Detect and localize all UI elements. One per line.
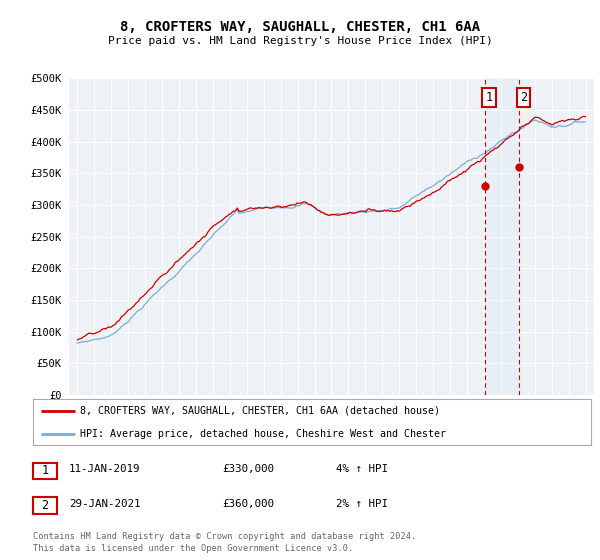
- Text: HPI: Average price, detached house, Cheshire West and Chester: HPI: Average price, detached house, Ches…: [80, 429, 446, 438]
- Text: 8, CROFTERS WAY, SAUGHALL, CHESTER, CH1 6AA (detached house): 8, CROFTERS WAY, SAUGHALL, CHESTER, CH1 …: [80, 406, 440, 416]
- Text: 4% ↑ HPI: 4% ↑ HPI: [336, 464, 388, 474]
- Text: 2: 2: [520, 91, 527, 104]
- Text: 2% ↑ HPI: 2% ↑ HPI: [336, 499, 388, 509]
- Text: 1: 1: [41, 464, 49, 478]
- Text: 11-JAN-2019: 11-JAN-2019: [69, 464, 140, 474]
- Text: Contains HM Land Registry data © Crown copyright and database right 2024.
This d: Contains HM Land Registry data © Crown c…: [33, 533, 416, 553]
- Text: Price paid vs. HM Land Registry's House Price Index (HPI): Price paid vs. HM Land Registry's House …: [107, 36, 493, 46]
- Text: 8, CROFTERS WAY, SAUGHALL, CHESTER, CH1 6AA: 8, CROFTERS WAY, SAUGHALL, CHESTER, CH1 …: [120, 20, 480, 34]
- Text: 2: 2: [41, 499, 49, 512]
- Text: 1: 1: [485, 91, 493, 104]
- Text: £360,000: £360,000: [222, 499, 274, 509]
- Text: 29-JAN-2021: 29-JAN-2021: [69, 499, 140, 509]
- Bar: [485, 78, 519, 395]
- Text: £330,000: £330,000: [222, 464, 274, 474]
